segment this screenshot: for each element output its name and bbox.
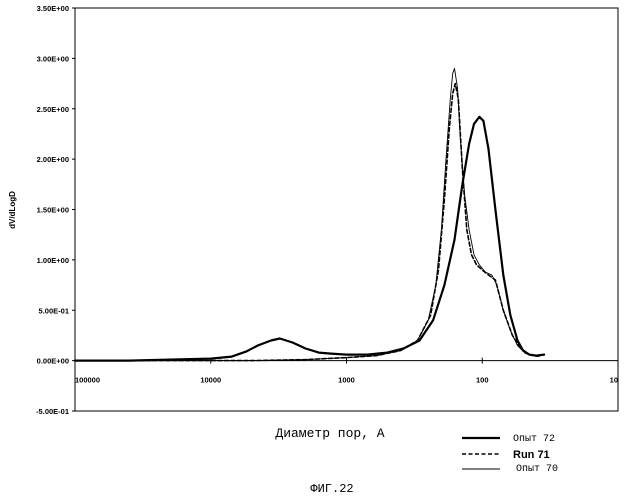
x-tick-label: 1000: [338, 376, 355, 385]
plot-area: [75, 8, 618, 411]
y-axis-label: dV/dLogD: [8, 191, 17, 229]
y-axis-ticks: 3.50E+00 3.00E+00 2.50E+00 2.00E+00 1.50E+00…: [36, 4, 75, 416]
y-tick-label: 1.50E+00: [37, 206, 69, 215]
y-tick-label: 0.00E+00: [37, 357, 69, 366]
legend-label-1: Опыт 72: [513, 434, 555, 445]
x-tick-label: 10000: [200, 376, 221, 385]
y-tick-label: 2.00E+00: [37, 155, 69, 164]
legend-label-3: Опыт 70: [516, 464, 558, 475]
y-tick-label: 3.50E+00: [37, 4, 69, 13]
x-tick-label: 10: [610, 376, 618, 385]
x-tick-label: 100000: [75, 376, 100, 385]
x-axis-label: Диаметр пор, А: [275, 426, 384, 441]
y-tick-label: 1.00E+00: [37, 256, 69, 265]
figure-caption: ФИГ.22: [310, 482, 353, 496]
y-tick-label: 5.00E-01: [39, 306, 69, 315]
y-tick-label: 3.00E+00: [37, 54, 69, 63]
legend-label-2: Run 71: [513, 449, 550, 461]
x-tick-label: 100: [476, 376, 489, 385]
legend: Опыт 72 Run 71 Опыт 70: [462, 434, 558, 475]
y-tick-label: 2.50E+00: [37, 105, 69, 114]
y-tick-label: -5.00E-01: [36, 407, 69, 416]
